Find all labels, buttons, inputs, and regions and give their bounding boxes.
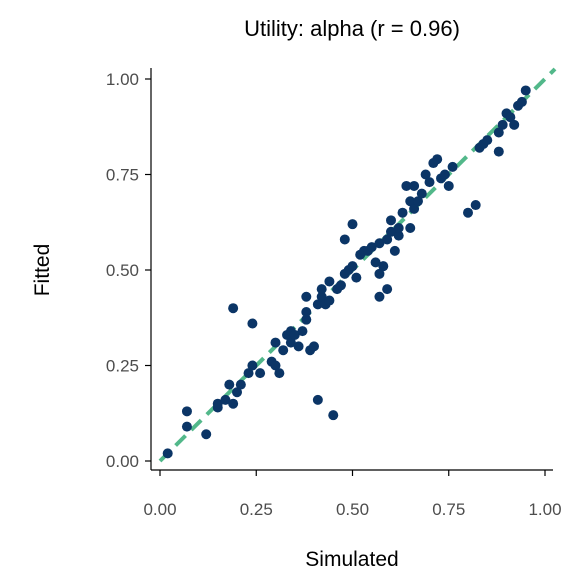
- data-point: [470, 200, 481, 211]
- data-point: [339, 234, 350, 245]
- y-tick-label: 0.00: [106, 452, 139, 471]
- data-point: [309, 341, 319, 352]
- data-point: [247, 318, 258, 329]
- data-point: [405, 222, 416, 233]
- data-point: [270, 360, 281, 371]
- x-tick-label: 0.25: [240, 500, 273, 519]
- data-point: [497, 119, 508, 130]
- x-tick-label: 0.50: [336, 500, 369, 519]
- data-point: [412, 196, 423, 207]
- data-point: [274, 368, 285, 379]
- data-point: [374, 268, 385, 279]
- data-point: [409, 203, 420, 214]
- data-point: [389, 245, 400, 256]
- data-point: [228, 303, 239, 314]
- data-point: [270, 337, 281, 348]
- data-point: [520, 85, 531, 96]
- x-axis-label: Simulated: [305, 548, 398, 571]
- data-point: [316, 291, 327, 302]
- data-point: [243, 368, 254, 379]
- data-point: [493, 146, 504, 157]
- data-point: [409, 180, 420, 191]
- data-point: [370, 257, 381, 268]
- data-point: [235, 379, 246, 390]
- data-point: [301, 291, 312, 302]
- data-point: [220, 394, 231, 405]
- x-axis-ticks: 0.00 0.25 0.50 0.75 1.00: [143, 470, 562, 519]
- data-point: [432, 154, 443, 165]
- data-point: [374, 238, 385, 249]
- data-point: [351, 272, 362, 283]
- data-point: [509, 119, 520, 130]
- x-tick-label: 0.00: [143, 500, 176, 519]
- data-point: [393, 222, 404, 233]
- data-point: [482, 135, 493, 146]
- data-point: [312, 299, 323, 310]
- y-tick-label: 0.50: [106, 261, 139, 280]
- data-point: [232, 387, 242, 398]
- x-tick-label: 0.75: [432, 500, 465, 519]
- data-point: [324, 295, 335, 306]
- data-points: [162, 85, 531, 459]
- data-point: [228, 398, 239, 409]
- x-tick-label: 1.00: [528, 500, 561, 519]
- data-point: [255, 368, 266, 379]
- data-point: [397, 207, 408, 218]
- data-point: [297, 326, 308, 337]
- data-point: [224, 379, 235, 390]
- data-point: [366, 242, 377, 253]
- y-axis-ticks: 0.00 0.25 0.50 0.75 1.00: [106, 70, 151, 471]
- data-point: [424, 177, 435, 188]
- data-point: [312, 394, 323, 405]
- data-point: [439, 169, 450, 180]
- data-point: [289, 329, 300, 340]
- chart-title: Utility: alpha (r = 0.96): [244, 16, 460, 41]
- y-axis-label: Fitted: [31, 244, 54, 297]
- data-point: [382, 234, 393, 245]
- data-point: [347, 219, 358, 230]
- data-point: [285, 337, 296, 348]
- data-point: [324, 276, 335, 287]
- data-point: [181, 406, 192, 417]
- y-tick-label: 0.25: [106, 357, 139, 376]
- data-point: [420, 169, 431, 180]
- plot-area: [158, 67, 557, 463]
- y-tick-label: 1.00: [106, 70, 139, 89]
- data-point: [516, 96, 527, 107]
- data-point: [416, 188, 427, 199]
- data-point: [301, 307, 312, 318]
- data-point: [505, 112, 516, 123]
- data-point: [393, 230, 404, 241]
- data-point: [401, 180, 412, 191]
- data-point: [247, 360, 258, 371]
- data-point: [386, 215, 396, 226]
- data-point: [278, 345, 289, 356]
- data-point: [162, 448, 173, 459]
- data-point: [493, 127, 504, 138]
- data-point: [328, 410, 339, 421]
- data-point: [316, 284, 327, 295]
- data-point: [443, 180, 454, 191]
- data-point: [335, 280, 346, 291]
- data-point: [293, 341, 304, 352]
- data-point: [382, 284, 393, 295]
- data-point: [181, 421, 192, 432]
- data-point: [212, 398, 223, 409]
- data-point: [463, 207, 473, 218]
- data-point: [347, 261, 358, 272]
- y-tick-label: 0.75: [106, 166, 139, 185]
- data-point: [374, 291, 385, 302]
- data-point: [447, 161, 458, 172]
- data-point: [386, 226, 396, 237]
- data-point: [405, 196, 416, 207]
- data-point: [301, 314, 312, 325]
- data-point: [201, 429, 212, 440]
- data-point: [378, 261, 389, 272]
